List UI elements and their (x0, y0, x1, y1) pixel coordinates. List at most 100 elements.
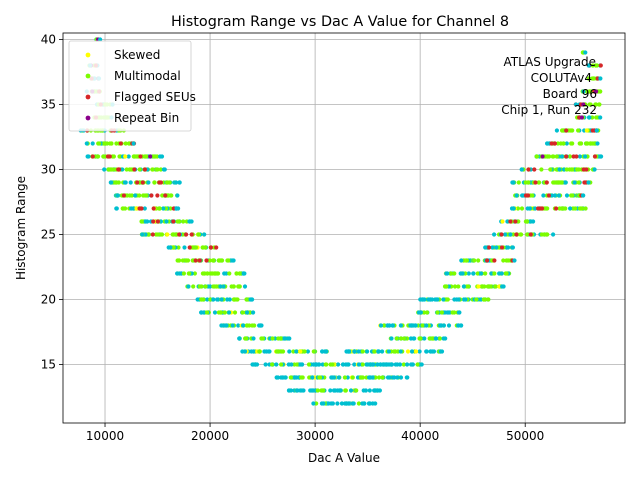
data-point (373, 375, 378, 380)
data-point (354, 388, 359, 393)
data-point (598, 89, 603, 94)
data-point (203, 284, 208, 289)
data-point (146, 180, 151, 185)
data-point (336, 362, 341, 367)
data-point (576, 167, 581, 172)
data-point (199, 297, 204, 302)
plot-frame (62, 32, 626, 424)
data-point (569, 141, 574, 146)
seu-point (546, 193, 552, 198)
data-point (452, 284, 458, 289)
data-point (576, 180, 581, 185)
data-point (157, 206, 162, 211)
data-point (504, 258, 509, 263)
data-point (380, 375, 385, 380)
data-point (182, 245, 187, 250)
data-point (278, 336, 284, 341)
data-point (384, 362, 389, 367)
data-point (523, 180, 528, 185)
data-point (291, 349, 296, 354)
data-point (394, 336, 399, 341)
data-point (480, 284, 485, 289)
data-point (446, 310, 451, 315)
data-point (398, 375, 404, 380)
data-point (568, 128, 573, 133)
data-point (340, 362, 346, 367)
data-point (559, 206, 565, 211)
data-point (187, 271, 192, 276)
data-point (140, 232, 145, 237)
data-point (143, 232, 148, 237)
data-point (153, 154, 158, 159)
data-point (545, 141, 550, 146)
seu-point (499, 232, 504, 237)
data-point (365, 349, 370, 354)
data-point (326, 401, 331, 406)
data-point (209, 271, 214, 276)
data-point (556, 193, 562, 198)
axis-ticks: 10000 20000 30000 40000 50000 15 20 25 30 35 40 (41, 33, 545, 444)
repeat-bin-point (581, 102, 586, 107)
data-point (410, 362, 415, 367)
data-point (217, 258, 222, 263)
data-point (337, 388, 343, 393)
data-point (320, 349, 325, 354)
data-point (418, 297, 423, 302)
data-point (339, 401, 344, 406)
data-point (299, 388, 304, 393)
data-point (441, 297, 446, 302)
data-point (236, 323, 241, 328)
data-point (298, 362, 303, 367)
data-point (459, 323, 464, 328)
data-point (356, 401, 361, 406)
seu-point (533, 180, 538, 185)
data-point (408, 336, 413, 341)
data-point (598, 115, 603, 120)
data-point (316, 362, 321, 367)
data-point (211, 258, 216, 263)
data-point (415, 362, 420, 367)
seu-point (155, 193, 160, 198)
data-point (134, 206, 139, 211)
data-point (212, 310, 218, 315)
data-point (199, 310, 204, 315)
seu-point (193, 258, 198, 263)
legend-label: Repeat Bin (114, 111, 179, 125)
data-point (222, 271, 227, 276)
data-point (346, 362, 351, 367)
data-point (489, 271, 494, 276)
data-point (196, 232, 201, 237)
data-point (288, 375, 293, 380)
data-point (360, 349, 365, 354)
data-point (321, 388, 326, 393)
data-point (165, 232, 170, 237)
data-point (410, 323, 415, 328)
legend-marker-multimodal (85, 73, 91, 79)
data-point (168, 206, 173, 211)
seu-point (592, 154, 598, 159)
data-point (572, 180, 577, 185)
seu-point (150, 232, 155, 237)
data-point (186, 284, 191, 289)
data-point (232, 310, 238, 315)
legend-label: Skewed (114, 48, 160, 62)
data-point (116, 180, 121, 185)
legend-label: Multimodal (114, 69, 181, 83)
data-point (131, 154, 136, 159)
data-point (174, 232, 179, 237)
legend-marker-skewed (85, 52, 91, 58)
data-point (446, 323, 452, 328)
seu-point (189, 232, 194, 237)
data-point (242, 271, 247, 276)
seu-point (544, 180, 549, 185)
data-point (584, 141, 590, 146)
data-point (98, 37, 103, 42)
data-point (221, 284, 226, 289)
data-point (478, 297, 484, 302)
repeat-bin-point (579, 115, 585, 120)
data-point (111, 167, 116, 172)
data-point (433, 297, 438, 302)
data-point (592, 167, 597, 172)
data-point (378, 323, 384, 328)
data-point (492, 232, 497, 237)
